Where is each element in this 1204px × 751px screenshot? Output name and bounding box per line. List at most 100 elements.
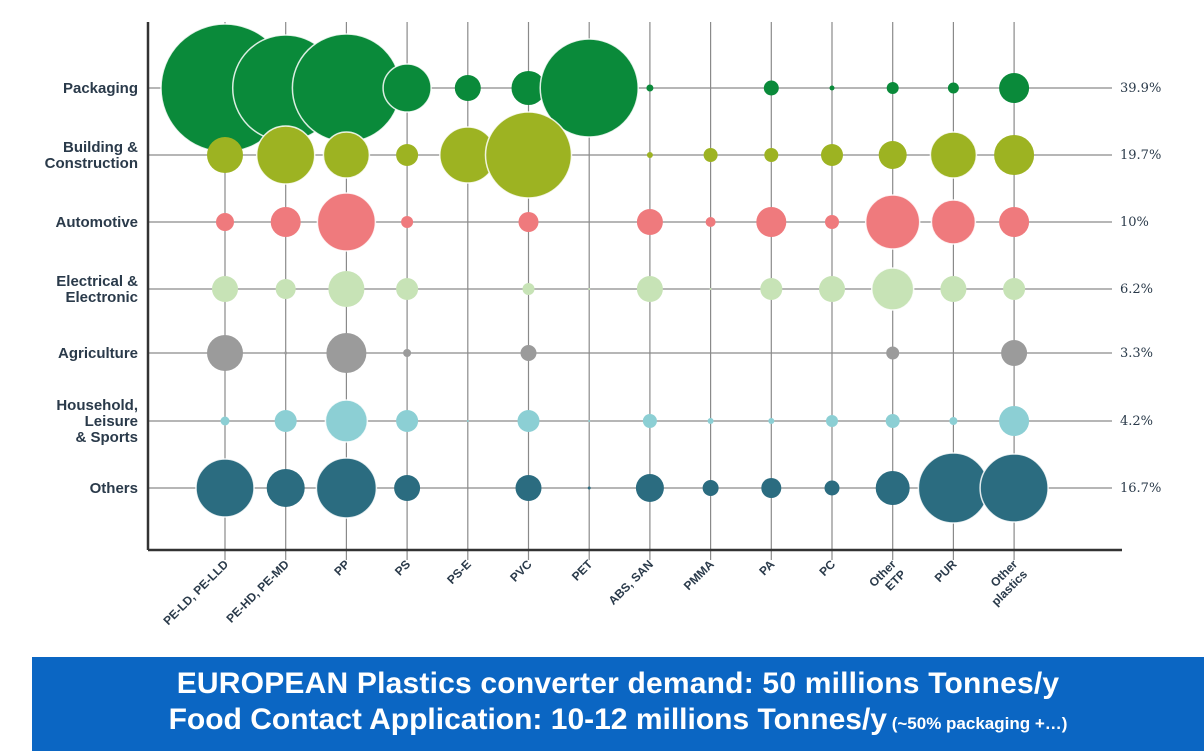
column-label-line: PC	[816, 557, 838, 579]
bubble	[826, 415, 838, 427]
bubble	[274, 410, 297, 432]
bubble	[646, 84, 654, 92]
bubble	[403, 349, 412, 357]
bubble	[646, 152, 653, 158]
bubble	[195, 458, 255, 518]
column-label: PE-LD, PE-LLD	[160, 557, 231, 628]
bubble	[999, 73, 1030, 103]
banner-line-2-main: Food Contact Application: 10-12 millions…	[168, 703, 887, 736]
bubble	[979, 453, 1049, 523]
bubble	[396, 410, 419, 432]
bubble	[878, 141, 907, 169]
bubble	[316, 192, 377, 252]
bubble	[266, 469, 305, 507]
column-label: PA	[756, 557, 777, 578]
banner-line-1: EUROPEAN Plastics converter demand: 50 m…	[176, 667, 1060, 700]
bubble	[207, 335, 243, 371]
bubble	[588, 420, 591, 422]
bubble	[999, 406, 1030, 436]
row-label: Packaging	[63, 80, 138, 97]
row-label: Others	[90, 480, 138, 497]
bubble	[821, 144, 843, 166]
bubble	[284, 351, 288, 355]
bubble	[394, 475, 421, 501]
bubble	[484, 111, 573, 199]
row-percentage: 3.3%	[1120, 346, 1153, 361]
bubble	[396, 278, 419, 300]
row-label: Agriculture	[58, 345, 138, 362]
bubble	[518, 212, 539, 232]
bubble	[588, 288, 591, 290]
row-label: Building &	[63, 139, 138, 156]
bubble	[864, 194, 921, 250]
column-label: PS-E	[444, 557, 474, 587]
row-percentage: 6.2%	[1120, 282, 1153, 297]
bubble	[328, 271, 365, 307]
column-label-line: PA	[756, 557, 777, 578]
bubble	[207, 137, 243, 173]
column-label-line: PE-HD, PE-MD	[223, 557, 292, 626]
bubble	[396, 144, 419, 166]
bubble	[642, 414, 657, 428]
bubble	[1001, 340, 1028, 366]
row-label: Electrical &	[56, 273, 138, 290]
bubble	[929, 131, 978, 179]
column-label: PVC	[507, 557, 535, 585]
column-label: ABS, SAN	[606, 557, 656, 607]
bubble-chart: Packaging Building &Construction Automotiv…	[45, 22, 1161, 628]
bubble	[875, 471, 910, 505]
column-label: PMMA	[681, 557, 717, 593]
bubble	[520, 345, 537, 361]
banner-line-2-note: (~50% packaging +…)	[886, 714, 1068, 733]
column-label: PS	[392, 557, 413, 578]
bubble	[216, 213, 234, 231]
column-label-line: PE-LD, PE-LLD	[160, 557, 231, 628]
bubble	[994, 135, 1035, 175]
column-label: PUR	[932, 557, 960, 585]
bubble	[761, 478, 782, 498]
bubble	[382, 63, 432, 113]
bubble	[454, 75, 481, 101]
bubble	[709, 288, 712, 290]
bubble	[466, 420, 469, 422]
column-label-line: ABS, SAN	[606, 557, 656, 607]
bubble	[517, 410, 540, 432]
bubble	[930, 199, 977, 245]
bubble	[511, 71, 546, 105]
bubble	[636, 209, 663, 235]
bubble	[870, 267, 915, 311]
bubble	[886, 346, 900, 360]
bubble	[760, 278, 783, 300]
bubble	[275, 279, 296, 299]
bubble	[885, 414, 900, 428]
column-label: PC	[816, 557, 838, 579]
column-label: PP	[331, 557, 352, 578]
row-label: Construction	[45, 155, 138, 172]
bubble	[326, 333, 367, 373]
bubble	[768, 418, 775, 424]
column-label-line: PS	[392, 557, 413, 578]
bubble	[1003, 278, 1026, 300]
bubble	[322, 131, 371, 179]
column-label-line: PMMA	[681, 557, 717, 593]
bubble	[999, 207, 1030, 237]
column-label-line: PET	[569, 557, 596, 584]
row-label: Household,	[56, 397, 138, 414]
row-label: Automotive	[56, 214, 139, 231]
bubble	[949, 417, 958, 425]
row-label: Electronic	[65, 289, 138, 306]
row-percentage: 19.7%	[1120, 148, 1161, 163]
bubble	[587, 486, 591, 490]
bubble	[703, 148, 718, 162]
column-label-line: PVC	[507, 557, 535, 585]
bubble	[515, 475, 542, 501]
summary-banner: EUROPEAN Plastics converter demand: 50 m…	[32, 657, 1204, 751]
bubble	[707, 418, 714, 424]
column-label-line: PUR	[932, 557, 960, 585]
bubble	[401, 216, 414, 228]
bubble	[824, 480, 840, 496]
bubble	[886, 82, 899, 94]
bubble	[819, 276, 845, 302]
